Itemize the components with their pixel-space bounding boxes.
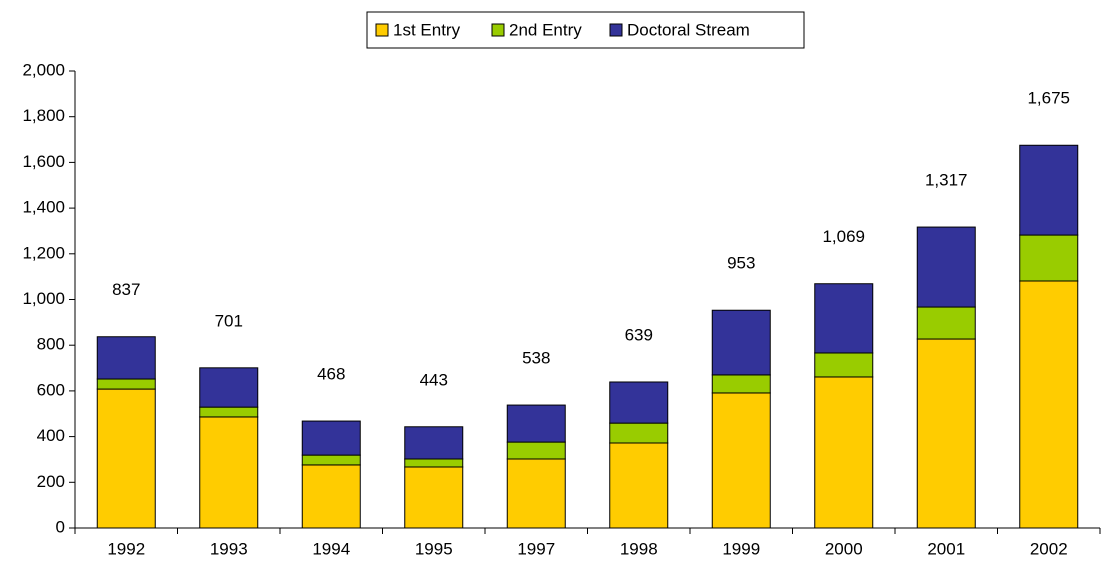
bar-segment — [1019, 144, 1079, 236]
x-tick-label: 2001 — [927, 539, 965, 558]
bar-segment — [711, 374, 771, 394]
x-tick-label: 1992 — [107, 539, 145, 558]
y-tick-label: 2,000 — [22, 60, 65, 79]
y-tick-label: 800 — [37, 335, 65, 354]
bar-segment — [404, 458, 464, 468]
bar-segment — [916, 226, 976, 308]
bar-segment — [711, 392, 771, 529]
bar-segment — [1019, 280, 1079, 529]
total-label: 1,317 — [925, 171, 968, 190]
bar-segment — [609, 442, 669, 529]
total-label: 1,069 — [822, 227, 865, 246]
bar-segment — [916, 306, 976, 340]
total-label: 468 — [317, 365, 345, 384]
bar-segment — [506, 458, 566, 529]
total-label: 443 — [420, 370, 448, 389]
bar-segment — [404, 426, 464, 460]
bar-segment — [506, 441, 566, 460]
bar-segment — [609, 422, 669, 444]
bar-segment — [96, 378, 156, 390]
bar-segment — [96, 336, 156, 380]
legend-box — [366, 11, 805, 49]
bar-segment — [814, 352, 874, 378]
total-label: 538 — [522, 349, 550, 368]
legend-label: 1st Entry — [393, 20, 461, 39]
x-tick-label: 1995 — [415, 539, 453, 558]
total-label: 701 — [215, 311, 243, 330]
y-tick-label: 400 — [37, 426, 65, 445]
bar-segment — [301, 464, 361, 529]
y-tick-label: 1,400 — [22, 198, 65, 217]
total-label: 953 — [727, 254, 755, 273]
bar-segment — [711, 309, 771, 376]
bar-segment — [199, 406, 259, 418]
x-tick-label: 2002 — [1030, 539, 1068, 558]
bar-segment — [916, 338, 976, 529]
y-tick-label: 0 — [56, 517, 65, 536]
legend-label: Doctoral Stream — [627, 20, 750, 39]
total-label: 1,675 — [1027, 89, 1070, 108]
y-tick-label: 1,000 — [22, 289, 65, 308]
bar-segment — [814, 376, 874, 529]
bar-segment — [814, 283, 874, 354]
bar-segment — [1019, 234, 1079, 282]
bar-segment — [301, 420, 361, 456]
y-tick-label: 200 — [37, 472, 65, 491]
bar-segment — [199, 367, 259, 408]
x-tick-label: 1999 — [722, 539, 760, 558]
bar-segment — [609, 381, 669, 424]
x-tick-label: 1998 — [620, 539, 658, 558]
legend-swatch — [491, 23, 505, 37]
bar-segment — [404, 466, 464, 529]
y-tick-label: 600 — [37, 380, 65, 399]
bar-segment — [199, 416, 259, 529]
y-tick-label: 1,200 — [22, 243, 65, 262]
bar-segment — [96, 388, 156, 529]
x-tick-label: 1993 — [210, 539, 248, 558]
legend-swatch — [375, 23, 389, 37]
total-label: 837 — [112, 280, 140, 299]
bar-segment — [301, 454, 361, 466]
total-label: 639 — [625, 325, 653, 344]
bar-segment — [506, 404, 566, 443]
y-tick-label: 1,800 — [22, 106, 65, 125]
y-tick-label: 1,600 — [22, 152, 65, 171]
legend-label: 2nd Entry — [509, 20, 582, 39]
x-tick-label: 1994 — [312, 539, 350, 558]
x-tick-label: 2000 — [825, 539, 863, 558]
legend-swatch — [609, 23, 623, 37]
x-tick-label: 1997 — [517, 539, 555, 558]
